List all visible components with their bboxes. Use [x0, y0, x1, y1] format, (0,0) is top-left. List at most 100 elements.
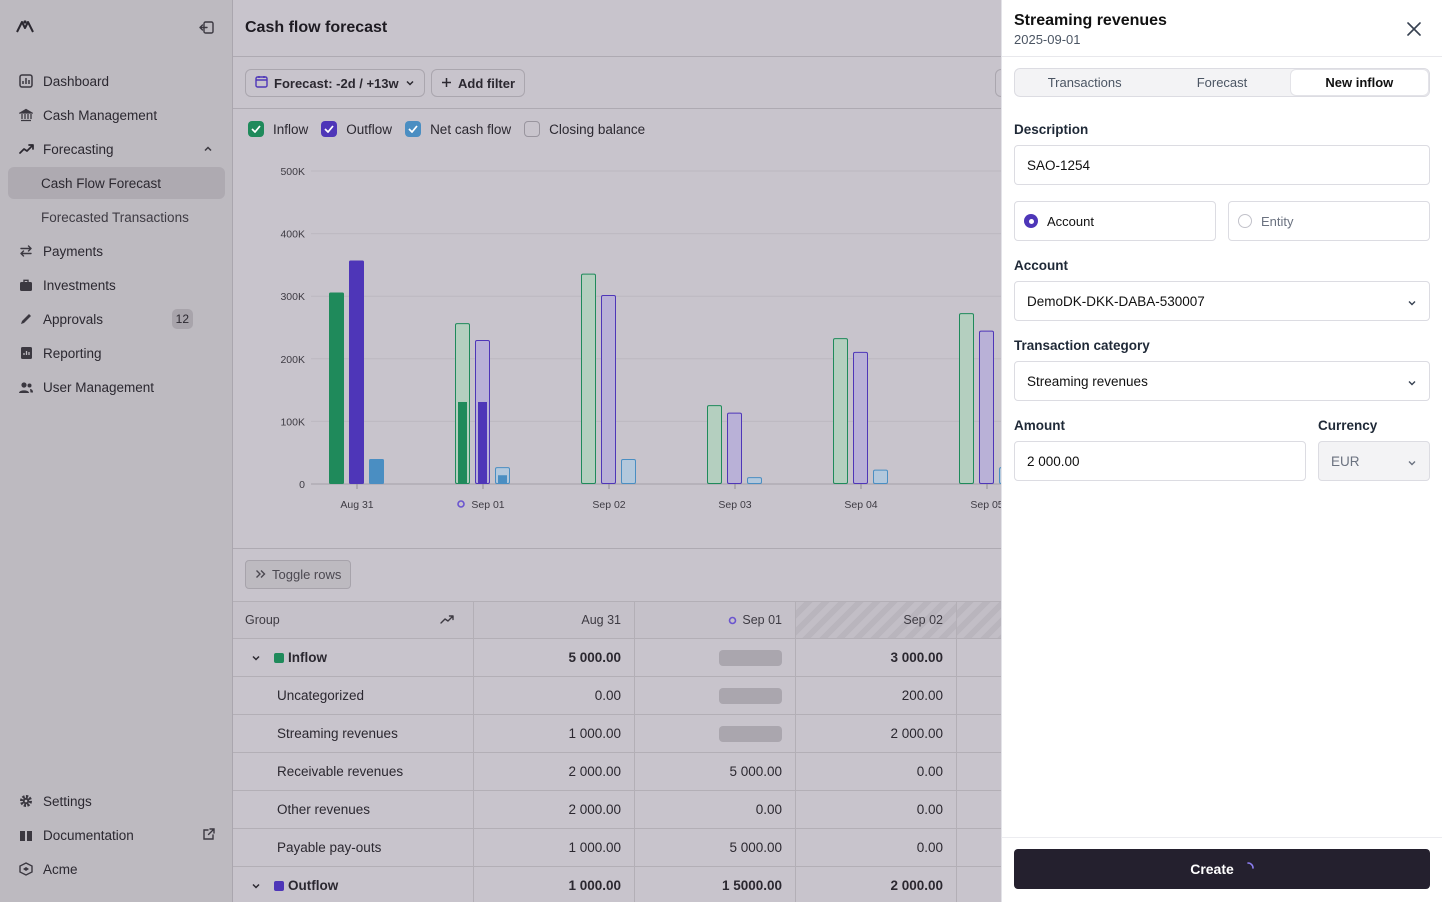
swap-icon [18, 243, 34, 259]
dashboard-icon [18, 73, 34, 89]
loading-skeleton [719, 725, 782, 742]
currency-select[interactable]: EUR [1318, 441, 1430, 481]
sidebar-item-label: Approvals [43, 311, 104, 327]
checkbox-checked-icon[interactable] [248, 121, 264, 137]
table-row: Streaming revenues 1 000.00 2 000.00 [233, 715, 1001, 753]
legend-outflow[interactable]: Outflow [321, 121, 392, 137]
add-filter-button[interactable]: Add filter [431, 69, 526, 97]
amount-input[interactable]: 2 000.00 [1014, 441, 1306, 481]
org-icon [18, 861, 34, 877]
row-label-cell: Inflow [233, 639, 474, 676]
panel-title: Streaming revenues [1014, 12, 1167, 29]
row-label: Payable pay-outs [277, 840, 382, 855]
bar-net-cash-flow-forecast [873, 469, 888, 484]
create-button[interactable]: Create [1014, 849, 1430, 889]
bar-outflow-actual [478, 401, 487, 483]
sidebar-item-label: Investments [43, 277, 116, 293]
legend-net-cash-flow[interactable]: Net cash flow [405, 121, 511, 137]
sidebar-item-cash-flow-forecast[interactable]: Cash Flow Forecast [8, 167, 225, 199]
sidebar-item-payments[interactable]: Payments [8, 235, 225, 267]
sidebar-item-reporting[interactable]: Reporting [8, 337, 225, 369]
table-cell: 3 000.00 [796, 639, 957, 676]
cell-value: 0.00 [916, 802, 943, 817]
create-label: Create [1190, 861, 1234, 877]
category-value: Streaming revenues [1027, 373, 1148, 389]
chevron-down-icon [1407, 376, 1417, 391]
radio-account[interactable]: Account [1014, 201, 1216, 241]
close-icon[interactable] [1404, 19, 1424, 39]
sidebar-item-documentation[interactable]: Documentation [8, 819, 225, 851]
toolbar-button-clipped[interactable] [995, 69, 1001, 97]
x-tick-label: Sep 03 [718, 499, 751, 511]
bar-inflow-forecast [707, 405, 722, 484]
table-body: Inflow 5 000.00 3 000.00 Uncategorized 0.00 2… [233, 639, 1001, 902]
divider [233, 548, 1001, 549]
bank-icon [18, 107, 34, 123]
row-label-cell: Streaming revenues [233, 715, 474, 752]
sidebar-item-cash-management[interactable]: Cash Management [8, 99, 225, 131]
x-tick-label: Sep 01 [471, 499, 504, 511]
table-cell: 2 000.00 [796, 715, 957, 752]
sidebar-item-acme[interactable]: Acme [8, 853, 225, 885]
legend-label: Outflow [346, 121, 393, 137]
table-cell: 0.00 [796, 829, 957, 866]
bar-inflow-forecast [833, 338, 848, 484]
table-cell: 2 000.00 [474, 791, 635, 828]
cell-value: 3 000.00 [890, 650, 943, 665]
y-tick-label: 200K [280, 354, 305, 366]
x-tick-label: Sep 05 [970, 499, 1001, 511]
toggle-rows-label: Toggle rows [272, 567, 342, 582]
sidebar-item-investments[interactable]: Investments [8, 269, 225, 301]
series-swatch [274, 652, 284, 663]
double-chevron-right-icon [255, 567, 266, 582]
table-cell: 0.00 [796, 791, 957, 828]
chevron-down-icon [1407, 456, 1417, 471]
calendar-icon [255, 75, 268, 91]
checkbox-checked-icon[interactable] [405, 121, 422, 137]
checkbox-checked-icon[interactable] [321, 121, 338, 137]
approvals-count-badge: 12 [171, 309, 193, 329]
description-input[interactable]: SAO-1254 [1014, 145, 1430, 185]
radio-entity[interactable]: Entity [1228, 201, 1430, 241]
external-link-icon [202, 827, 216, 844]
radio-label: Account [1047, 213, 1094, 229]
sidebar-item-forecasting[interactable]: Forecasting [8, 133, 225, 165]
chevron-down-icon[interactable] [251, 881, 261, 891]
category-select[interactable]: Streaming revenues [1014, 361, 1430, 401]
row-label: Receivable revenues [277, 764, 404, 779]
chevron-down-icon[interactable] [251, 653, 261, 663]
tab-new-inflow[interactable]: New inflow [1290, 70, 1428, 95]
radio-unselected-icon[interactable] [1238, 214, 1252, 228]
sidebar-item-user-management[interactable]: User Management [8, 371, 225, 403]
toggle-rows-button[interactable]: Toggle rows [245, 560, 352, 589]
divider [233, 108, 1001, 109]
sidebar-item-dashboard[interactable]: Dashboard [8, 65, 225, 97]
table-cell: 5 000.00 [635, 829, 796, 866]
chevron-down-icon [405, 76, 415, 91]
table-cell: 1 000.00 [474, 867, 635, 902]
collapse-sidebar-icon[interactable] [196, 18, 216, 36]
account-select[interactable]: DemoDK-DKK-DABA-530007 [1014, 281, 1430, 321]
bar-net-cash-flow-forecast [747, 477, 762, 485]
table-cell: 1 5000.00 [635, 867, 796, 902]
amount-value: 2 000.00 [1027, 453, 1080, 469]
tab-forecast[interactable]: Forecast [1196, 75, 1248, 90]
table-row[interactable]: Inflow 5 000.00 3 000.00 [233, 639, 1001, 677]
radio-selected-icon[interactable] [1024, 214, 1038, 228]
row-label: Uncategorized [277, 688, 365, 703]
table-row: Other revenues 2 000.00 0.00 0.00 [233, 791, 1001, 829]
trend-icon[interactable] [440, 614, 454, 628]
bar-inflow-actual [458, 401, 467, 483]
sidebar-item-settings[interactable]: Settings [8, 785, 225, 817]
tab-transactions[interactable]: Transactions [1047, 75, 1122, 90]
legend-closing-balance[interactable]: Closing balance [524, 121, 645, 137]
logo-icon[interactable] [14, 15, 36, 37]
table-cell [635, 715, 796, 752]
sidebar-item-forecasted-transactions[interactable]: Forecasted Transactions [8, 201, 225, 233]
table-row[interactable]: Outflow 1 000.00 1 5000.00 2 000.00 [233, 867, 1001, 902]
cell-value: 0.00 [916, 764, 943, 779]
legend-inflow[interactable]: Inflow [248, 121, 308, 137]
sidebar-item-approvals[interactable]: Approvals 12 [8, 303, 225, 335]
forecast-range-dropdown[interactable]: Forecast: -2d / +13w [245, 69, 425, 97]
checkbox-unchecked-icon[interactable] [524, 121, 541, 137]
